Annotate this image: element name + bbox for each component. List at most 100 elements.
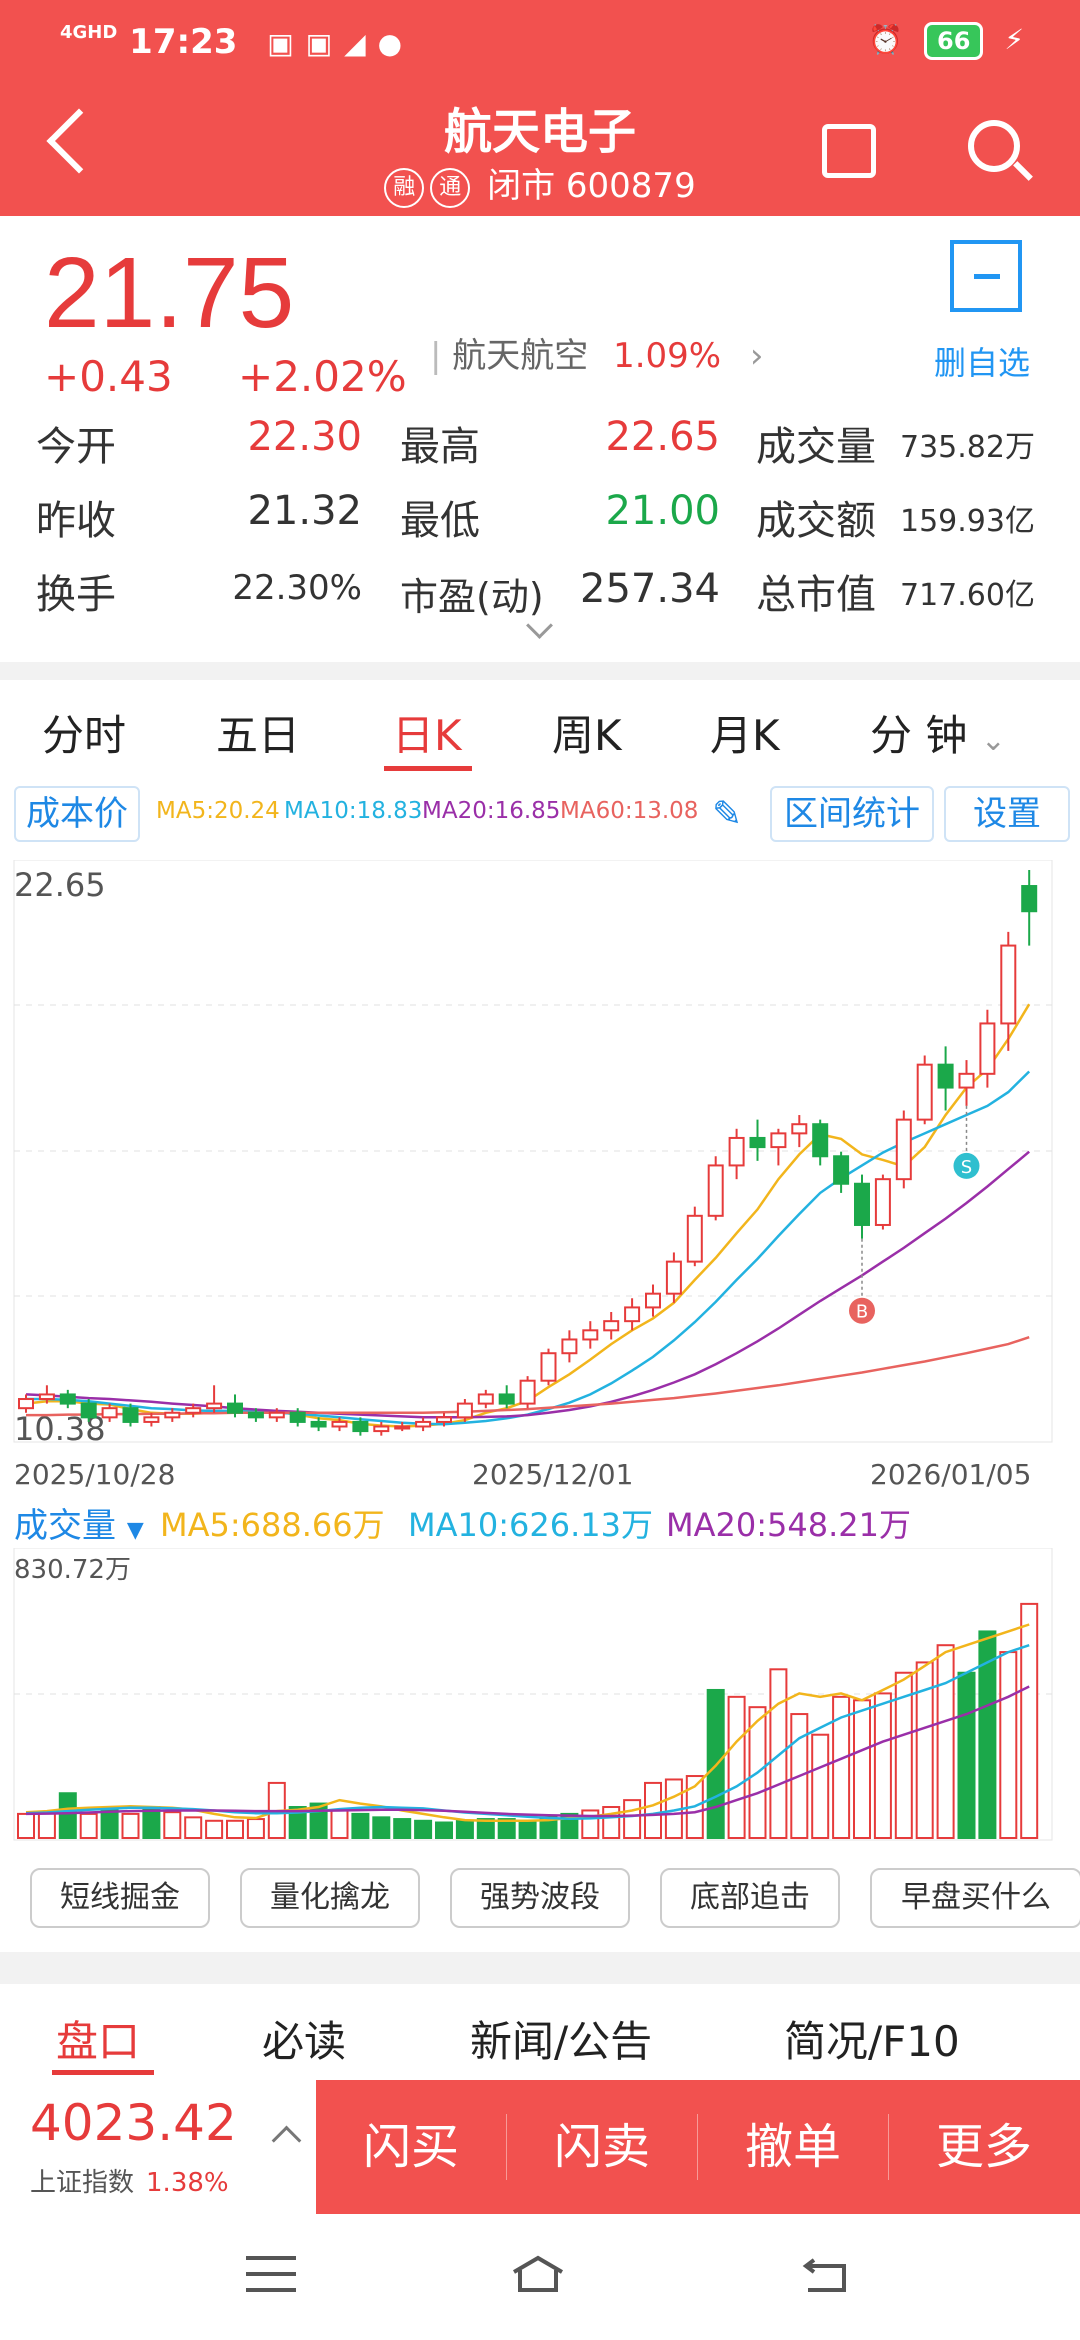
index-name: 上证指数	[30, 2168, 135, 2198]
volume-bar	[957, 1671, 976, 1840]
range-stats-button[interactable]: 区间统计	[770, 786, 934, 842]
tab-order-book[interactable]: 盘口	[56, 2017, 141, 2066]
chart-area: 成本价 MA5:20.24 MA10:18.83 MA20:16.85 MA60…	[0, 772, 1080, 1952]
index-value[interactable]: 4023.42	[30, 2094, 237, 2152]
candle-body	[227, 1402, 243, 1414]
volume-bar	[121, 1812, 140, 1839]
volume-bar	[560, 1812, 579, 1839]
chevron-up-icon[interactable]	[271, 2125, 302, 2156]
trade-buttons: 闪买 闪卖 撤单 更多	[316, 2080, 1080, 2214]
chevron-down-icon: ⌄	[980, 723, 1006, 758]
tab-weekly-k[interactable]: 周K	[552, 711, 622, 760]
candle-body	[812, 1123, 829, 1158]
volume-bar	[163, 1811, 182, 1839]
quote-panel: 21.75 +0.43 +2.02% | 航天航空 1.09% › 删自选 今开…	[0, 216, 1080, 662]
candle-body	[1021, 885, 1038, 913]
candle-body	[38, 1393, 55, 1401]
buy-marker-label: B	[856, 1302, 868, 1323]
tab-minute[interactable]: 分 钟 ⌄	[870, 702, 1006, 763]
back-nav-icon[interactable]	[800, 2254, 850, 2294]
candle-body	[310, 1420, 327, 1428]
remove-watchlist-label[interactable]: 删自选	[934, 344, 1031, 382]
candle-body	[373, 1425, 390, 1433]
y-top-label: 22.65	[14, 866, 106, 904]
strategy-button[interactable]: 量化擒龙	[240, 1868, 420, 1928]
cancel-order-button[interactable]: 撤单	[744, 2119, 841, 2175]
candle-body	[937, 1063, 954, 1089]
candle-body	[624, 1306, 641, 1323]
settings-button[interactable]: 设置	[944, 786, 1070, 842]
candle-body	[247, 1411, 264, 1419]
candlestick-chart[interactable]: 22.65 10.38 2025/10/28 2025/12/01 2026/0…	[0, 860, 1080, 1550]
menu-icon[interactable]	[246, 2256, 296, 2292]
search-icon[interactable]	[968, 120, 1020, 172]
volume-bar	[435, 1821, 453, 1839]
volume-bar	[853, 1699, 871, 1839]
strategy-button[interactable]: 早盘买什么	[870, 1868, 1080, 1928]
stat-label: 今开	[36, 424, 116, 470]
sector-pct: 1.09%	[613, 336, 722, 376]
active-tab-indicator	[384, 766, 472, 771]
volume-bar	[894, 1671, 913, 1840]
stat-label: 市盈(动)	[400, 575, 544, 619]
volume-bar	[518, 1819, 537, 1839]
tab-five-day[interactable]: 五日	[216, 711, 301, 760]
tab-monthly-k[interactable]: 月K	[710, 711, 780, 760]
tab-must-read[interactable]: 必读	[262, 2017, 347, 2066]
volume-bar	[1020, 1602, 1039, 1839]
candle-body	[686, 1214, 703, 1263]
home-icon[interactable]	[510, 2254, 566, 2294]
vol-ma20-label: MA20:548.21万	[666, 1506, 911, 1544]
tab-news[interactable]: 新闻/公告	[470, 2017, 653, 2066]
sector-link[interactable]: | 航天航空 1.09% ›	[430, 328, 764, 377]
divider	[506, 2114, 507, 2180]
flash-sell-button[interactable]: 闪卖	[553, 2119, 650, 2175]
flash-buy-button[interactable]: 闪买	[362, 2119, 459, 2175]
tab-profile[interactable]: 简况/F10	[784, 2017, 960, 2066]
candle-body	[394, 1425, 411, 1430]
ma20-label: MA20:16.85	[422, 798, 561, 824]
cost-price-button[interactable]: 成本价	[14, 786, 140, 842]
volume-bar	[100, 1809, 119, 1840]
volume-bar	[393, 1818, 412, 1839]
candle-body	[916, 1063, 933, 1121]
remove-watchlist-button[interactable]	[950, 240, 1022, 312]
candle-body	[979, 1022, 996, 1075]
stat-label: 最高	[400, 424, 480, 470]
candle-body	[561, 1338, 578, 1355]
stat-value: 717.60亿	[900, 578, 1035, 613]
stat-label: 成交量	[756, 424, 876, 470]
edit-pencil-icon[interactable]: ✎	[712, 794, 743, 835]
candle-body	[874, 1178, 891, 1226]
x-tick-label: 2026/01/05	[870, 1458, 1031, 1491]
index-info[interactable]: 上证指数 1.38%	[30, 2162, 229, 2199]
stat-value: 159.93亿	[900, 504, 1035, 539]
stat-value: 22.30	[247, 414, 362, 460]
active-tab-indicator	[52, 2070, 154, 2075]
share-icon[interactable]	[822, 124, 876, 178]
volume-title[interactable]: 成交量 ▼	[14, 1498, 144, 1547]
status-right: ⏰ 66 ⚡	[868, 22, 1024, 60]
volume-chart[interactable]: 830.72万	[0, 1548, 1080, 1848]
candle-body	[456, 1402, 473, 1419]
more-button[interactable]: 更多	[935, 2119, 1032, 2175]
strategy-button[interactable]: 底部追击	[660, 1868, 840, 1928]
candle-body	[415, 1420, 432, 1428]
stat-label: 换手	[36, 572, 116, 618]
candle-body	[498, 1393, 515, 1405]
candle-body	[645, 1292, 661, 1309]
volume-bar	[769, 1668, 788, 1839]
strategy-button[interactable]: 短线掘金	[30, 1868, 210, 1928]
tab-daily-k[interactable]: 日K	[392, 711, 462, 760]
market-status: 闭市	[487, 166, 556, 206]
volume-bar	[17, 1812, 35, 1839]
volume-bar	[832, 1695, 851, 1839]
candle-body	[122, 1407, 139, 1423]
strategy-button[interactable]: 强势波段	[450, 1868, 630, 1928]
tab-intraday[interactable]: 分时	[42, 711, 127, 760]
price-change: +0.43	[44, 352, 173, 401]
chevron-right-icon: ›	[749, 336, 764, 376]
connect-tag: 通	[430, 167, 471, 208]
candle-body	[707, 1164, 724, 1217]
stat-label: 昨收	[36, 498, 116, 544]
